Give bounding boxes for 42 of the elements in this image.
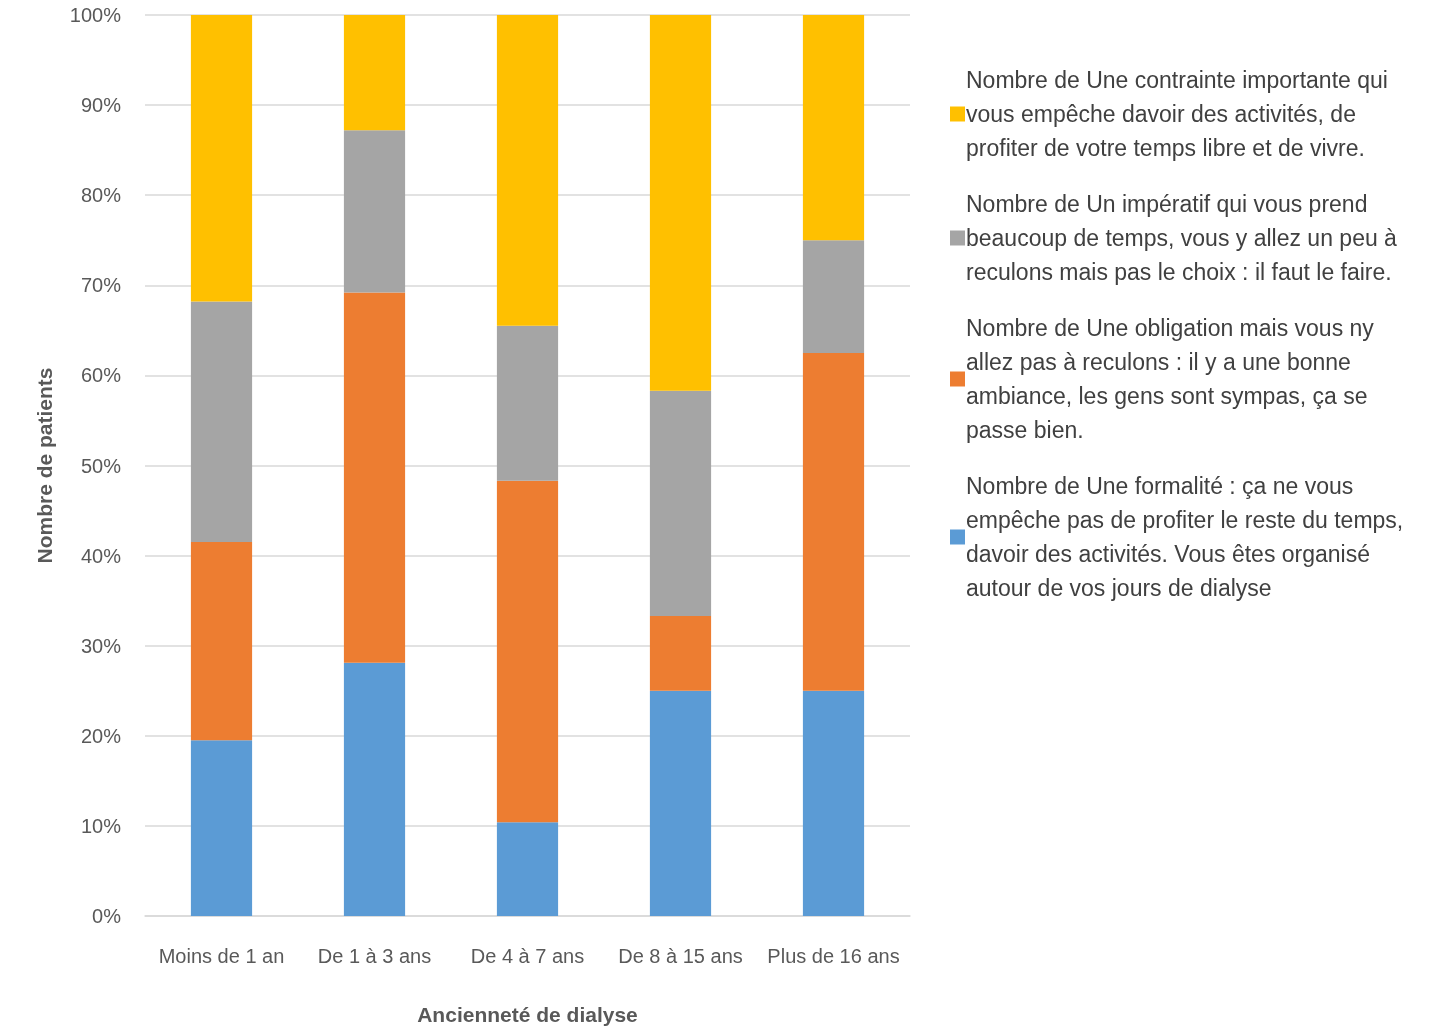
- y-tick-label: 100%: [69, 4, 122, 26]
- y-tick-label: 40%: [80, 544, 122, 567]
- bar: [802, 15, 865, 241]
- legend-label: Nombre de Une obligation mais vous ny allez pas à reculons : il y a une bonne ambiance, les gens sont sympas, ça se passe bien.: [966, 315, 1381, 443]
- bar: [802, 690, 865, 916]
- bar: [190, 15, 253, 302]
- bar: [190, 301, 253, 543]
- bar: [343, 662, 406, 916]
- bar: [496, 15, 559, 326]
- y-tick-label: 60%: [80, 364, 122, 387]
- bar: [343, 292, 406, 663]
- bar: [496, 480, 559, 823]
- bar: [190, 740, 253, 916]
- bar: [802, 240, 865, 353]
- y-tick-label: 30%: [80, 634, 122, 657]
- legend-label: Nombre de Une formalité : ça ne vous empêche pas de profiter le reste du temps, davoir des activités. Vous êtes organisé autour de vos jours de dialyse: [966, 473, 1410, 601]
- legend-label: Nombre de Un impératif qui vous prend beaucoup de temps, vous y allez un peu à reculons mais pas le choix : il faut le faire.: [966, 191, 1404, 285]
- y-tick-label: 0%: [92, 905, 122, 927]
- x-tick-label: De 4 à 7 ans: [470, 945, 585, 967]
- bar: [496, 822, 559, 916]
- x-tick-label: Moins de 1 an: [158, 945, 285, 967]
- y-tick-label: 50%: [80, 454, 122, 477]
- bar: [649, 390, 712, 616]
- bar: [496, 325, 559, 481]
- x-tick-label: De 8 à 15 ans: [618, 945, 743, 967]
- y-tick-label: 70%: [80, 274, 122, 297]
- y-tick-label: 10%: [80, 814, 122, 837]
- x-tick-label: Plus de 16 ans: [767, 945, 900, 967]
- y-tick-label: 20%: [80, 724, 122, 747]
- bar: [190, 542, 253, 741]
- bar: [649, 615, 712, 691]
- bar: [802, 352, 865, 691]
- y-tick-label: 90%: [80, 94, 122, 117]
- bar: [343, 130, 406, 293]
- bar: [343, 15, 406, 131]
- y-tick-label: 80%: [80, 184, 122, 207]
- bar: [649, 15, 712, 391]
- bar: [649, 690, 712, 916]
- x-tick-label: De 1 à 3 ans: [317, 945, 432, 967]
- legend-label: Nombre de Une contrainte importante qui vous empêche davoir des activités, de profiter de votre temps libre et de vivre.: [966, 67, 1395, 161]
- x-axis-title: Ancienneté de dialyse: [417, 1003, 638, 1026]
- y-axis-title: Nombre de patients: [33, 367, 56, 564]
